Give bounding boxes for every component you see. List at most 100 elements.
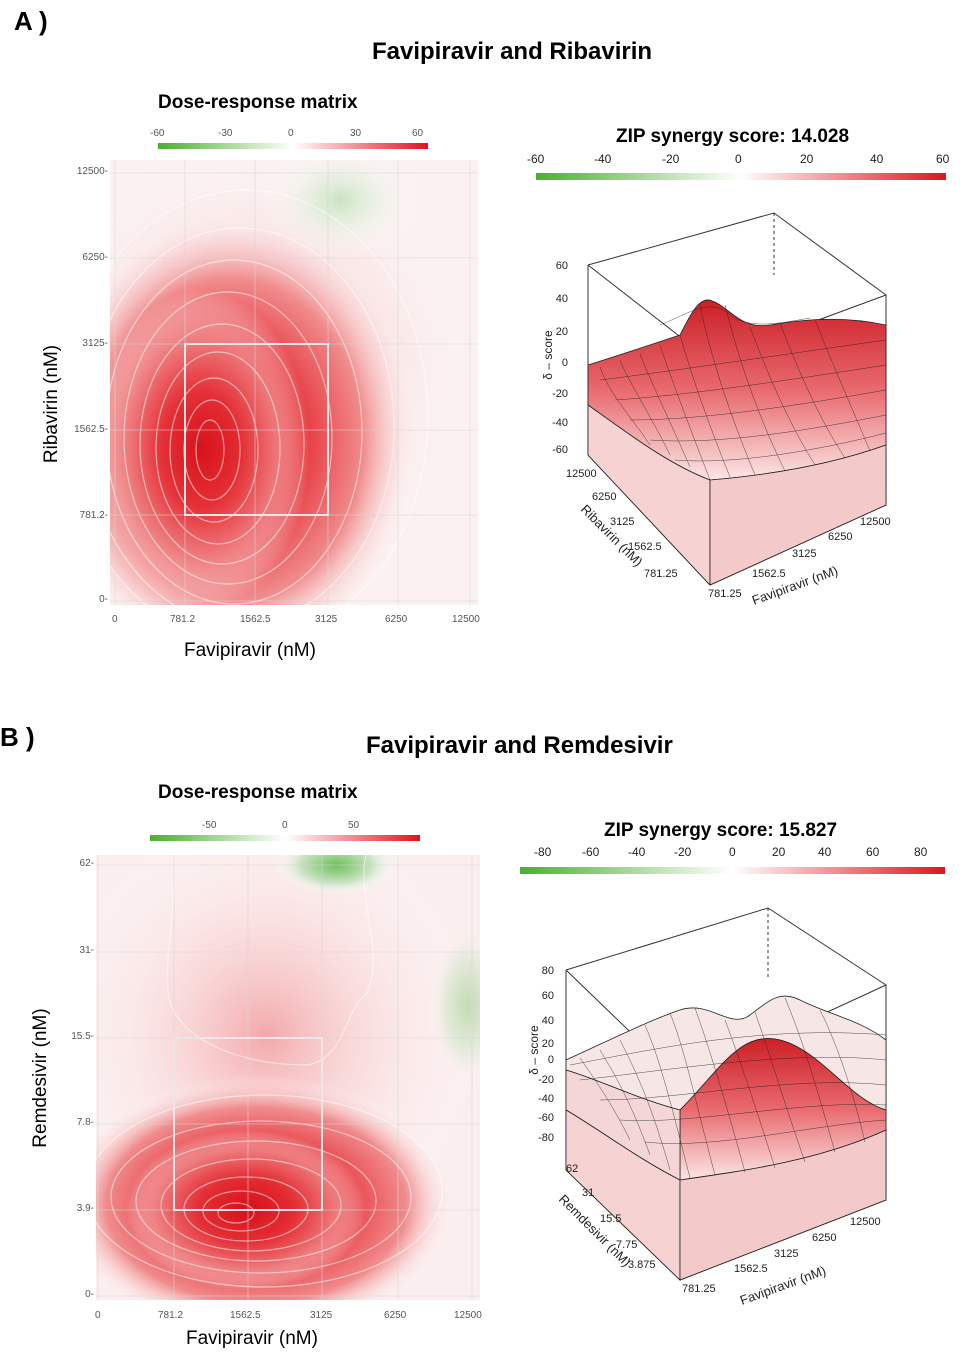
colorbar-tick: -30 [218,128,233,139]
y-tick: 1562.5 [628,541,662,553]
y-tick: 31- [79,945,94,956]
colorbar-tick: 0 [735,152,742,166]
z-tick: 20 [542,1038,554,1050]
panel-a-label: A ) [14,6,48,36]
surface-a-colorbar-ticks: -60 -40 -20 0 20 40 60 [524,152,964,166]
heatmap-b-xlabel: Favipiravir (nM) [186,1328,318,1349]
x-tick: 3125 [792,548,816,560]
surface-a-plot: 60 40 20 0 -20 -40 -60 δ – score 12500 6… [541,212,891,608]
x-tick: 12500 [850,1216,881,1228]
z-tick: -60 [552,444,568,456]
heatmap-b-title: Dose-response matrix [158,782,358,803]
y-tick: 1562.5- [74,424,108,435]
colorbar-tick: 40 [870,152,884,166]
z-tick: 40 [542,1015,554,1027]
z-tick: 60 [542,990,554,1002]
surface-a-colorbar [536,173,946,180]
heatmap-b-y-ticks: 62- 31- 15.5- 7.8- 3.9- 0- [36,858,96,1308]
colorbar-tick: 60 [412,128,424,139]
colorbar-tick: 0 [288,128,294,139]
z-tick: 60 [556,260,568,272]
x-tick: 3125 [774,1248,798,1260]
surface-b-title: ZIP synergy score: 15.827 [604,820,838,841]
colorbar-tick: 30 [350,128,362,139]
z-tick: -20 [552,388,568,400]
z-tick: 20 [556,326,568,338]
z-tick: 40 [556,293,568,305]
surface-a-ylabel: Ribavirin (nM) [578,502,646,570]
x-tick: 3125 [315,614,338,625]
y-tick: 781.2- [79,510,108,521]
x-tick: 12500 [860,516,891,528]
x-tick: 781.2 [158,1310,184,1321]
surface-b-zlabel: δ – score [527,1025,541,1075]
y-tick: 0- [99,594,108,605]
y-tick: 15.5- [71,1031,94,1042]
heatmap-b-plot [96,855,480,1300]
y-tick: 781.25 [644,568,678,580]
heatmap-a-x-ticks: 0 781.2 1562.5 3125 6250 12500 [100,614,490,628]
x-tick: 6250 [384,1310,407,1321]
heatmap-a-plot [110,160,478,605]
x-tick: 781.25 [682,1283,716,1295]
y-tick: 31 [582,1187,594,1199]
x-tick: 1562.5 [230,1310,261,1321]
colorbar-tick: -20 [674,845,692,859]
x-tick: 6250 [828,531,852,543]
surface-b-colorbar-ticks: -80 -60 -40 -20 0 20 40 60 80 [524,845,964,859]
colorbar-tick: 50 [348,820,360,831]
z-tick: -40 [552,417,568,429]
y-tick: 3.875 [628,1259,656,1271]
y-tick: 62 [566,1163,578,1175]
heatmap-b-colorbar [150,835,420,841]
y-tick: 0- [85,1289,94,1300]
z-tick: -80 [538,1132,554,1144]
heatmap-a-xlabel: Favipiravir (nM) [184,640,316,661]
surface-b-colorbar [520,867,945,874]
z-tick: -60 [538,1112,554,1124]
colorbar-tick: -60 [582,845,600,859]
z-tick: 0 [548,1054,554,1066]
colorbar-tick: -40 [594,152,612,166]
x-tick: 12500 [454,1310,482,1321]
x-tick: 1562.5 [752,568,786,580]
colorbar-tick: 20 [772,845,786,859]
colorbar-tick: -50 [202,820,217,831]
colorbar-tick: -40 [628,845,646,859]
colorbar-tick: 60 [866,845,880,859]
x-tick: 6250 [385,614,408,625]
colorbar-tick: -80 [534,845,552,859]
heatmap-a-title: Dose-response matrix [158,92,358,113]
z-tick: 0 [562,357,568,369]
x-tick: 1562.5 [734,1263,768,1275]
panel-a-title: Favipiravir and Ribavirin [372,38,653,65]
x-tick: 781.25 [708,588,742,600]
surface-a-zlabel: δ – score [541,330,555,380]
colorbar-tick: -20 [662,152,680,166]
y-tick: 62- [79,858,94,869]
heatmap-a-colorbar-ticks: -60 -30 0 30 60 [150,128,436,142]
heatmap-b-highlight-box [173,1037,323,1211]
x-tick: 0 [112,614,118,625]
colorbar-tick: -60 [150,128,165,139]
y-tick: 12500 [566,468,597,480]
colorbar-tick: 0 [282,820,288,831]
y-tick: 3125- [82,338,108,349]
y-tick: 15.5 [600,1213,621,1225]
y-tick: 6250 [592,491,616,503]
heatmap-a-y-ticks: 12500- 6250- 3125- 1562.5- 781.2- 0- [50,164,110,614]
y-tick: 12500- [76,166,108,177]
colorbar-tick: 60 [936,152,950,166]
heatmap-a-ylabel: Ribavirin (nM) [41,344,62,464]
y-tick: 3125 [610,516,634,528]
y-tick: 7.8- [76,1117,94,1128]
colorbar-tick: 40 [818,845,832,859]
z-tick: -40 [538,1093,554,1105]
x-tick: 6250 [812,1232,836,1244]
heatmap-b-colorbar-ticks: -50 0 50 [150,820,430,834]
x-tick: 1562.5 [240,614,271,625]
heatmap-b-x-ticks: 0 781.2 1562.5 3125 6250 12500 [90,1310,490,1324]
y-tick: 3.9- [76,1203,94,1214]
panel-b-title: Favipiravir and Remdesivir [366,732,673,759]
y-tick: 7.75 [616,1239,637,1251]
